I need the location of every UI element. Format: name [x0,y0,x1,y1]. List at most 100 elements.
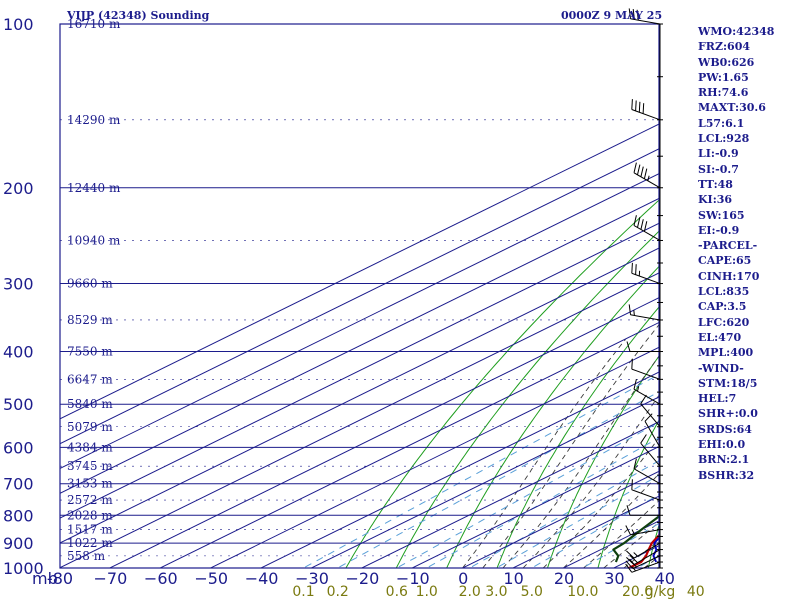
pressure-tick-label: 800 [3,506,34,525]
index-item: PW:1.65 [698,70,749,84]
temperature-tick-label: −30 [295,569,329,588]
dry-adiabat-line [395,230,659,568]
isotherms [60,123,659,568]
wind-barb-feather [626,557,635,565]
temperature-tick-label: 30 [604,569,624,588]
pressure-tick-label: 400 [3,343,34,362]
mixing-ratio-label: 0.1 [292,584,314,600]
pressure-tick-label: 900 [3,534,34,553]
index-item: WB0:626 [698,55,755,69]
height-label: 12440 m [67,181,121,195]
temperature-tick-label: −60 [144,569,178,588]
isotherm-line [60,148,659,445]
wind-barb [631,489,661,501]
wind-barb-feather [631,479,633,490]
mixing-ratio-line [395,421,659,568]
dry-adiabat-line [546,355,659,568]
moist-adiabat-line [522,394,659,568]
index-item: HEL:7 [698,392,737,406]
height-label: 4384 m [67,440,113,454]
wind-barb [640,403,661,428]
wind-barb-half-feather [633,552,638,557]
wind-barb [633,468,661,485]
pressure-tick-label: 200 [3,179,34,198]
index-item: LI:-0.9 [698,147,739,161]
wind-barb [630,18,661,25]
isotherm-line [60,123,659,420]
temperature-tick-label: 40 [655,569,675,588]
index-item: EHI:0.0 [698,438,746,452]
temperature-tick-label: −70 [94,569,128,588]
temperature-tick-label: −10 [396,569,430,588]
wind-barb [633,388,661,405]
wind-barb-feather [640,166,644,177]
wind-barb-feather [643,221,648,232]
temperature-tick-label: −40 [245,569,279,588]
wind-barb-feather [635,100,637,111]
wind-barb [633,542,661,559]
isotherm-line [360,421,659,568]
mixing-ratio-label: 20.0 [622,584,653,600]
wind-barb-feather [631,358,633,370]
mixing-ratio-label: 40 [687,584,705,600]
index-item: BRN:2.1 [698,453,750,467]
height-label: 5079 m [67,420,113,434]
height-label: 14290 m [67,113,121,127]
wind-barb-feather [633,458,637,469]
plot-border [59,23,660,569]
height-label: 2028 m [67,508,113,522]
mixing-ratio-label: 0.6 [386,584,408,600]
isotherm-line [60,222,659,519]
index-item: -PARCEL- [698,239,758,253]
mixing-ratio-unit-label: g/kg [645,584,676,600]
wind-barb-feather [637,217,641,228]
moist-adiabats [462,323,659,568]
moist-adiabat-line [462,339,626,568]
stability-indices-list: WMO:42348 FRZ:604 WB0:626 PW:1.65 RH:74.6 MAX… [698,24,774,483]
isotherm-line [159,321,659,568]
height-label: 2572 m [67,493,113,507]
wind-barb-feather [625,563,633,573]
height-label: 1517 m [67,523,113,537]
index-item: CAP:3.5 [698,300,747,314]
wind-barb-feather [628,304,631,315]
index-item: LCL:835 [698,285,750,299]
index-item: SW:165 [698,208,745,222]
wind-barb-feather [640,434,647,444]
mixing-ratio-line [302,373,659,568]
pressure-tick-label: 100 [3,15,34,34]
temperature-tick-label: 10 [503,569,523,588]
temperature-tick-label: −50 [194,569,228,588]
height-label: 6647 m [67,372,113,386]
wind-barb-feather [640,394,647,405]
wind-barb-feather [640,219,644,230]
dry-adiabat-line [446,265,659,568]
mixing-ratio-line [425,437,659,568]
height-label: 3745 m [67,459,113,473]
wind-barb-feather [625,525,631,536]
isotherm-line [259,371,659,568]
pressure-unit-label: mb [32,569,58,588]
pressure-tick-label: 600 [3,438,34,457]
temperature-tick-label: 0 [458,569,468,588]
wind-barb-feather [625,560,634,569]
wind-barb [630,314,661,321]
index-item: SI:-0.7 [698,162,739,176]
wind-barb-feather [644,413,653,422]
pressure-tick-labels: 1000 900 800 700 600 500 400 300 200 100 [3,15,44,578]
index-item: STM:18/5 [698,376,758,390]
wind-barb-feather [637,164,641,175]
index-item: EI:-0.9 [698,223,740,237]
wind-barb-feather [629,555,638,563]
wind-barb-feather [642,103,645,114]
moist-adiabat-line [563,472,659,568]
mixing-ratio-label: 0.2 [327,584,349,600]
wind-barb-feather [631,262,633,274]
wind-barb-feather [628,8,631,19]
mixing-ratio-label: 3.0 [485,584,507,600]
mixing-ratio-line [336,391,659,568]
index-item: WMO:42348 [698,25,775,38]
isotherm-line [60,247,659,544]
index-item: SRDS:64 [698,422,752,436]
